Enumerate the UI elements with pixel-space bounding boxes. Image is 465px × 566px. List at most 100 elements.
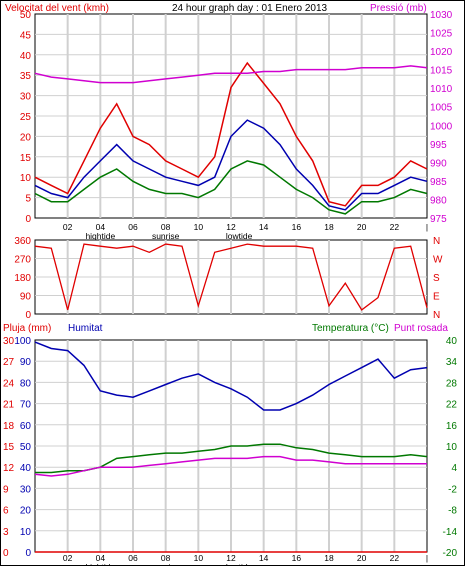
humidity-tick-label: 0 xyxy=(25,548,31,559)
x-tick-label: 06 xyxy=(128,222,138,232)
temp-tick-label: 10 xyxy=(446,442,458,453)
x-tick-label: 16 xyxy=(292,553,302,563)
x-tick-label: | xyxy=(426,553,428,563)
pressure-tick-label: 980 xyxy=(430,195,447,206)
temperature-axis-title: Temperatura (°C) xyxy=(312,323,389,334)
x-tick-label: 14 xyxy=(259,553,269,563)
series-line-magenta xyxy=(34,65,428,84)
temp-tick-label: -2 xyxy=(448,484,457,495)
compass-tick-label: N xyxy=(433,236,440,247)
series-line-humidity xyxy=(34,341,428,411)
x-tick-label: 18 xyxy=(324,222,334,232)
humidity-tick-label: 60 xyxy=(20,421,32,432)
pressure-tick-label: 1010 xyxy=(430,84,453,95)
rain-tick-label: 21 xyxy=(3,400,15,411)
wind-tick-label: 45 xyxy=(20,30,32,41)
x-annotation-label: hightide xyxy=(85,231,115,241)
humidity-tick-label: 30 xyxy=(20,484,32,495)
rain-tick-label: 6 xyxy=(3,506,9,517)
x-tick-label: 10 xyxy=(194,222,204,232)
pressure-tick-label: 1020 xyxy=(430,47,453,58)
wind-tick-label: 25 xyxy=(20,112,32,123)
x-tick-label: 22 xyxy=(390,553,400,563)
x-tick-label: 08 xyxy=(161,222,171,232)
direction-tick-label: 180 xyxy=(14,273,31,284)
x-tick-label: 04 xyxy=(96,222,106,232)
pressure-tick-label: 975 xyxy=(430,214,447,225)
series-line-blue xyxy=(34,119,428,211)
direction-tick-label: 90 xyxy=(20,292,32,303)
x-annotation-label: lowtide xyxy=(226,562,253,566)
humidity-tick-label: 100 xyxy=(14,336,31,347)
wind-tick-label: 5 xyxy=(25,194,31,205)
dewpoint-axis-title: Punt rosada xyxy=(394,323,448,334)
x-annotation-label: hightide xyxy=(85,562,115,566)
rain-tick-label: 18 xyxy=(3,421,15,432)
series-line-direction xyxy=(34,243,428,311)
chart-layers: 0510152025303540455097598098599099510001… xyxy=(3,10,457,566)
pressure-tick-label: 1030 xyxy=(430,10,453,21)
x-tick-label: 12 xyxy=(226,553,236,563)
wind-tick-label: 0 xyxy=(25,214,31,225)
wind-tick-label: 35 xyxy=(20,71,32,82)
wind-tick-label: 10 xyxy=(20,173,32,184)
rain-tick-label: 0 xyxy=(3,548,9,559)
rain-tick-label: 12 xyxy=(3,463,15,474)
compass-tick-label: E xyxy=(433,292,440,303)
pressure-tick-label: 1005 xyxy=(430,103,453,114)
pressure-tick-label: 995 xyxy=(430,140,447,151)
rain-tick-label: 15 xyxy=(3,442,15,453)
humidity-tick-label: 10 xyxy=(20,527,32,538)
rain-tick-label: 24 xyxy=(3,378,15,389)
rain-axis-title: Pluja (mm) xyxy=(3,323,51,334)
pressure-tick-label: 990 xyxy=(430,158,447,169)
humidity-axis-title: Humitat xyxy=(68,323,103,334)
compass-tick-label: W xyxy=(433,255,443,266)
direction-tick-label: 0 xyxy=(25,310,31,321)
direction-tick-label: 360 xyxy=(14,236,31,247)
chart-title: 24 hour graph day : 01 Enero 2013 xyxy=(172,3,328,14)
temp-tick-label: 4 xyxy=(451,463,457,474)
x-tick-label: | xyxy=(426,222,428,232)
temp-tick-label: 22 xyxy=(446,400,458,411)
humidity-tick-label: 80 xyxy=(20,378,32,389)
x-tick-label: 22 xyxy=(390,222,400,232)
pressure-tick-label: 1025 xyxy=(430,29,453,40)
x-tick-label: 02 xyxy=(63,553,73,563)
wind-tick-label: 15 xyxy=(20,153,32,164)
x-tick-label: 14 xyxy=(259,222,269,232)
rain-tick-label: 9 xyxy=(3,484,9,495)
temp-tick-label: 40 xyxy=(446,336,458,347)
x-tick-label: 10 xyxy=(194,553,204,563)
wind-tick-label: 30 xyxy=(20,92,32,103)
series-line-red xyxy=(34,61,428,207)
x-tick-label: 16 xyxy=(292,222,302,232)
pressure-axis-title: Pressió (mb) xyxy=(370,3,427,14)
temp-tick-label: -14 xyxy=(443,527,458,538)
series-line-green xyxy=(34,160,428,215)
temp-tick-label: -8 xyxy=(448,506,457,517)
wind-tick-label: 40 xyxy=(20,51,32,62)
x-tick-label: 08 xyxy=(161,553,171,563)
rain-tick-label: 27 xyxy=(3,357,15,368)
x-tick-label: 04 xyxy=(96,553,106,563)
temp-tick-label: 16 xyxy=(446,421,458,432)
x-tick-label: 18 xyxy=(324,553,334,563)
x-tick-label: 02 xyxy=(63,222,73,232)
pressure-tick-label: 1000 xyxy=(430,121,453,132)
humidity-tick-label: 70 xyxy=(20,400,32,411)
rain-tick-label: 30 xyxy=(3,336,15,347)
x-tick-label: 20 xyxy=(357,553,367,563)
temp-tick-label: -20 xyxy=(443,548,458,559)
wind-tick-label: 50 xyxy=(20,10,32,21)
pressure-tick-label: 1015 xyxy=(430,66,453,77)
x-annotation-label: lowtide xyxy=(226,231,253,241)
compass-tick-label: N xyxy=(433,310,440,321)
x-annotation-label: sunrise xyxy=(152,562,180,566)
humidity-tick-label: 40 xyxy=(20,463,32,474)
humidity-tick-label: 50 xyxy=(20,442,32,453)
x-tick-label: 20 xyxy=(357,222,367,232)
x-annotation-label: sunrise xyxy=(152,231,180,241)
temp-tick-label: 28 xyxy=(446,378,458,389)
